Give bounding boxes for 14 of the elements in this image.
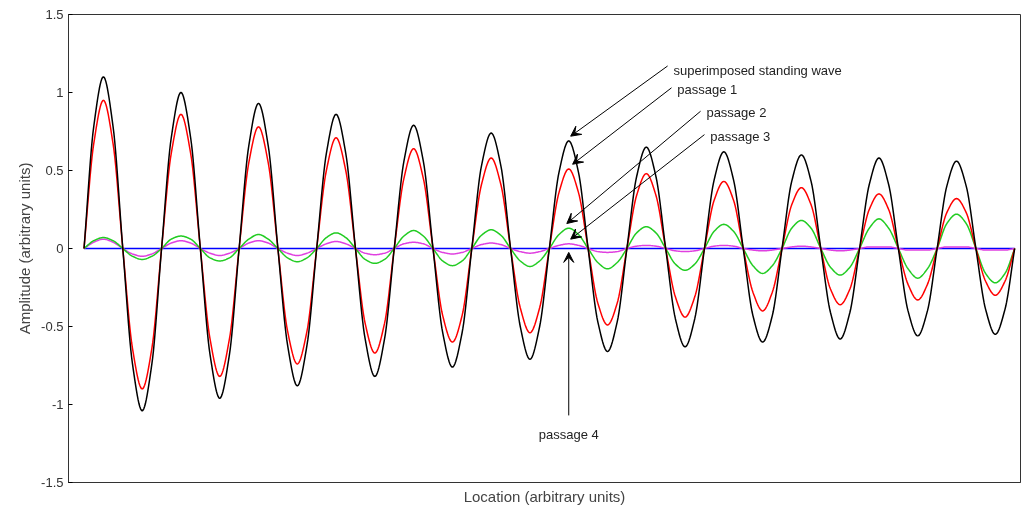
x-axis-title: Location (arbitrary units): [463, 487, 626, 505]
y-tick-label: 1: [56, 85, 64, 100]
y-tick-label: -1.5: [41, 475, 64, 490]
y-tick-label: 0: [56, 241, 64, 256]
annotation: passage 4: [538, 426, 599, 442]
annotation: passage 3: [710, 128, 771, 144]
y-tick-label: -1: [51, 397, 64, 412]
y-tick-label: -0.5: [41, 319, 64, 334]
annotation: superimposed standing wave: [673, 63, 842, 79]
y-tick-label: 0.5: [45, 163, 64, 178]
annotation: passage 1: [677, 81, 738, 97]
annotation: passage 2: [706, 105, 767, 121]
y-axis-title: Amplitude (arbitrary units): [16, 162, 34, 335]
y-tick-label: 1.5: [45, 7, 64, 22]
